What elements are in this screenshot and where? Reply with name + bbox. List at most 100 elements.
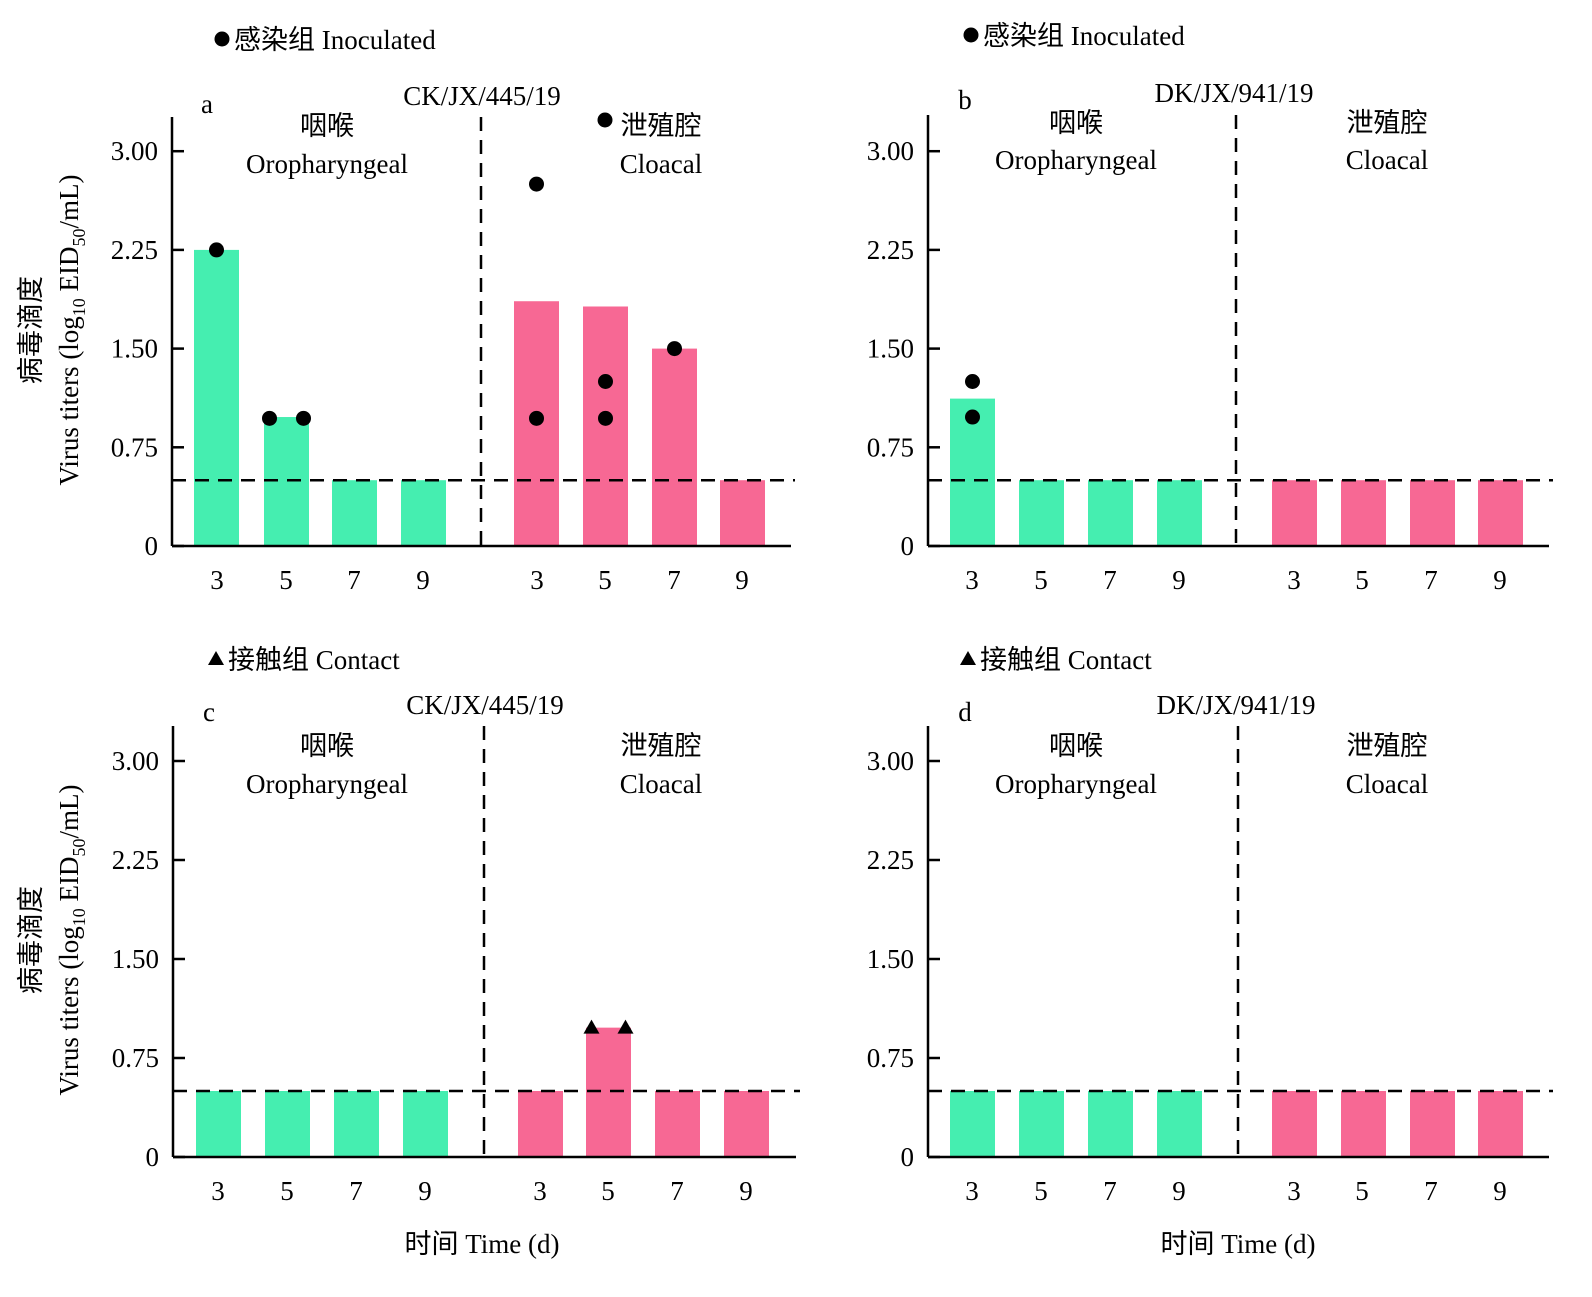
x-tick-label: 5 <box>601 1176 615 1206</box>
x-tick-label: 9 <box>416 565 430 595</box>
panel-title: CK/JX/445/19 <box>403 81 561 111</box>
y-title-subscript: 50 <box>69 228 89 246</box>
y-tick-label: 1.50 <box>867 944 914 974</box>
y-tick-label: 1.50 <box>867 334 914 364</box>
bar-cloacal-day-5 <box>1341 480 1386 546</box>
x-tick-label: 3 <box>1287 565 1301 595</box>
x-tick-label: 3 <box>211 1176 225 1206</box>
x-tick-label: 5 <box>280 1176 294 1206</box>
y-title-part: /mL) <box>54 784 84 838</box>
group-label-cn: 泄殖腔 <box>621 731 702 761</box>
y-tick-label: 0.75 <box>111 432 158 462</box>
y-tick-label: 3.00 <box>112 746 159 776</box>
y-axis-title-en-text: Virus titers (log10 EID50/mL) <box>54 174 89 485</box>
bar-cloacal-day-5 <box>583 306 628 546</box>
legend-label: 感染组 Inoculated <box>234 25 436 55</box>
data-point-circle <box>965 374 980 389</box>
y-tick-label: 1.50 <box>112 944 159 974</box>
x-tick-label: 3 <box>965 1176 979 1206</box>
bar-cloacal-day-5 <box>586 1027 631 1157</box>
bar-oropharyngeal-day-5 <box>1019 1091 1064 1157</box>
group-label-en: Oropharyngeal <box>995 769 1157 799</box>
x-tick-label: 7 <box>667 565 681 595</box>
legend-label: 接触组 Contact <box>980 645 1152 675</box>
y-title-part: Virus titers (log <box>54 926 84 1095</box>
legend-marker-triangle <box>208 651 224 665</box>
group-label-cn: 咽喉 <box>300 731 354 761</box>
x-tick-label: 9 <box>735 565 749 595</box>
bar-oropharyngeal-day-3 <box>196 1091 241 1157</box>
bar-cloacal-day-9 <box>1478 1091 1523 1157</box>
bar-oropharyngeal-day-7 <box>334 1091 379 1157</box>
bar-cloacal-day-7 <box>1410 1091 1455 1157</box>
x-tick-label: 3 <box>1287 1176 1301 1206</box>
bar-oropharyngeal-day-5 <box>265 1091 310 1157</box>
x-tick-label: 3 <box>530 565 544 595</box>
group-label-cn: 咽喉 <box>1049 108 1103 138</box>
y-tick-label: 2.25 <box>111 235 158 265</box>
y-title-part: /mL) <box>54 174 84 228</box>
y-tick-label: 0.75 <box>112 1043 159 1073</box>
x-tick-label: 7 <box>1424 1176 1438 1206</box>
x-tick-label: 5 <box>1355 1176 1369 1206</box>
y-title-subscript: 10 <box>69 908 89 926</box>
group-label-en: Cloacal <box>620 149 702 179</box>
data-point-triangle <box>617 1019 634 1034</box>
bar-cloacal-day-9 <box>720 480 765 546</box>
legend-label: 感染组 Inoculated <box>983 21 1185 51</box>
y-axis-title-cn: 病毒滴度 <box>16 886 46 994</box>
data-point-circle <box>598 374 613 389</box>
y-axis-title-cn: 病毒滴度 <box>16 276 46 384</box>
panel-title: DK/JX/941/19 <box>1154 78 1313 108</box>
group-label-en: Oropharyngeal <box>246 149 408 179</box>
bar-oropharyngeal-day-9 <box>1157 480 1202 546</box>
group-label-marker <box>597 112 613 128</box>
y-tick-label: 3.00 <box>867 136 914 166</box>
x-axis-title-right: 时间 Time (d) <box>1160 1229 1315 1259</box>
group-label-cn: 泄殖腔 <box>1347 731 1428 761</box>
y-tick-label: 0.75 <box>867 432 914 462</box>
x-tick-label: 5 <box>1034 565 1048 595</box>
bar-oropharyngeal-day-9 <box>1157 1091 1202 1157</box>
x-tick-label: 7 <box>1103 1176 1117 1206</box>
bar-cloacal-day-7 <box>1410 480 1455 546</box>
x-axis-title-left: 时间 Time (d) <box>404 1229 559 1259</box>
y-tick-label: 2.25 <box>867 845 914 875</box>
data-point-circle <box>209 242 224 258</box>
x-tick-label: 9 <box>1493 565 1507 595</box>
y-tick-label: 3.00 <box>867 746 914 776</box>
data-point-triangle <box>583 1019 600 1034</box>
x-tick-label: 9 <box>1493 1176 1507 1206</box>
x-tick-label: 5 <box>598 565 612 595</box>
bar-cloacal-day-9 <box>1478 480 1523 546</box>
legend-marker-triangle <box>960 651 976 665</box>
x-tick-label: 3 <box>965 565 979 595</box>
bar-cloacal-day-7 <box>652 348 697 546</box>
bar-oropharyngeal-day-7 <box>1088 1091 1133 1157</box>
bar-oropharyngeal-day-7 <box>1088 480 1133 546</box>
bar-cloacal-day-9 <box>724 1091 769 1157</box>
y-tick-label: 0 <box>901 1142 915 1172</box>
group-label-cn: 咽喉 <box>300 111 354 141</box>
x-tick-label: 7 <box>347 565 361 595</box>
y-axis-title-cn-text: 病毒滴度 <box>16 276 46 384</box>
x-tick-label: 5 <box>279 565 293 595</box>
x-tick-label: 7 <box>1424 565 1438 595</box>
y-title-subscript: 50 <box>69 838 89 856</box>
panel-title: CK/JX/445/19 <box>406 690 564 720</box>
legend-marker-circle <box>214 31 230 47</box>
y-title-part: EID <box>54 246 84 298</box>
y-tick-label: 2.25 <box>867 235 914 265</box>
legend-marker-circle <box>963 27 979 43</box>
data-point-circle <box>529 176 544 192</box>
bar-cloacal-day-3 <box>1272 480 1317 546</box>
y-tick-label: 2.25 <box>112 845 159 875</box>
data-point-circle <box>529 410 544 426</box>
y-axis-title-en: Virus titers (log10 EID50/mL) <box>54 784 89 1095</box>
x-tick-label: 5 <box>1034 1176 1048 1206</box>
bar-cloacal-day-5 <box>1341 1091 1386 1157</box>
group-label-cn: 泄殖腔 <box>1347 108 1428 138</box>
panel-title: DK/JX/941/19 <box>1156 690 1315 720</box>
group-label-en: Oropharyngeal <box>995 145 1157 175</box>
y-title-part: EID <box>54 856 84 908</box>
